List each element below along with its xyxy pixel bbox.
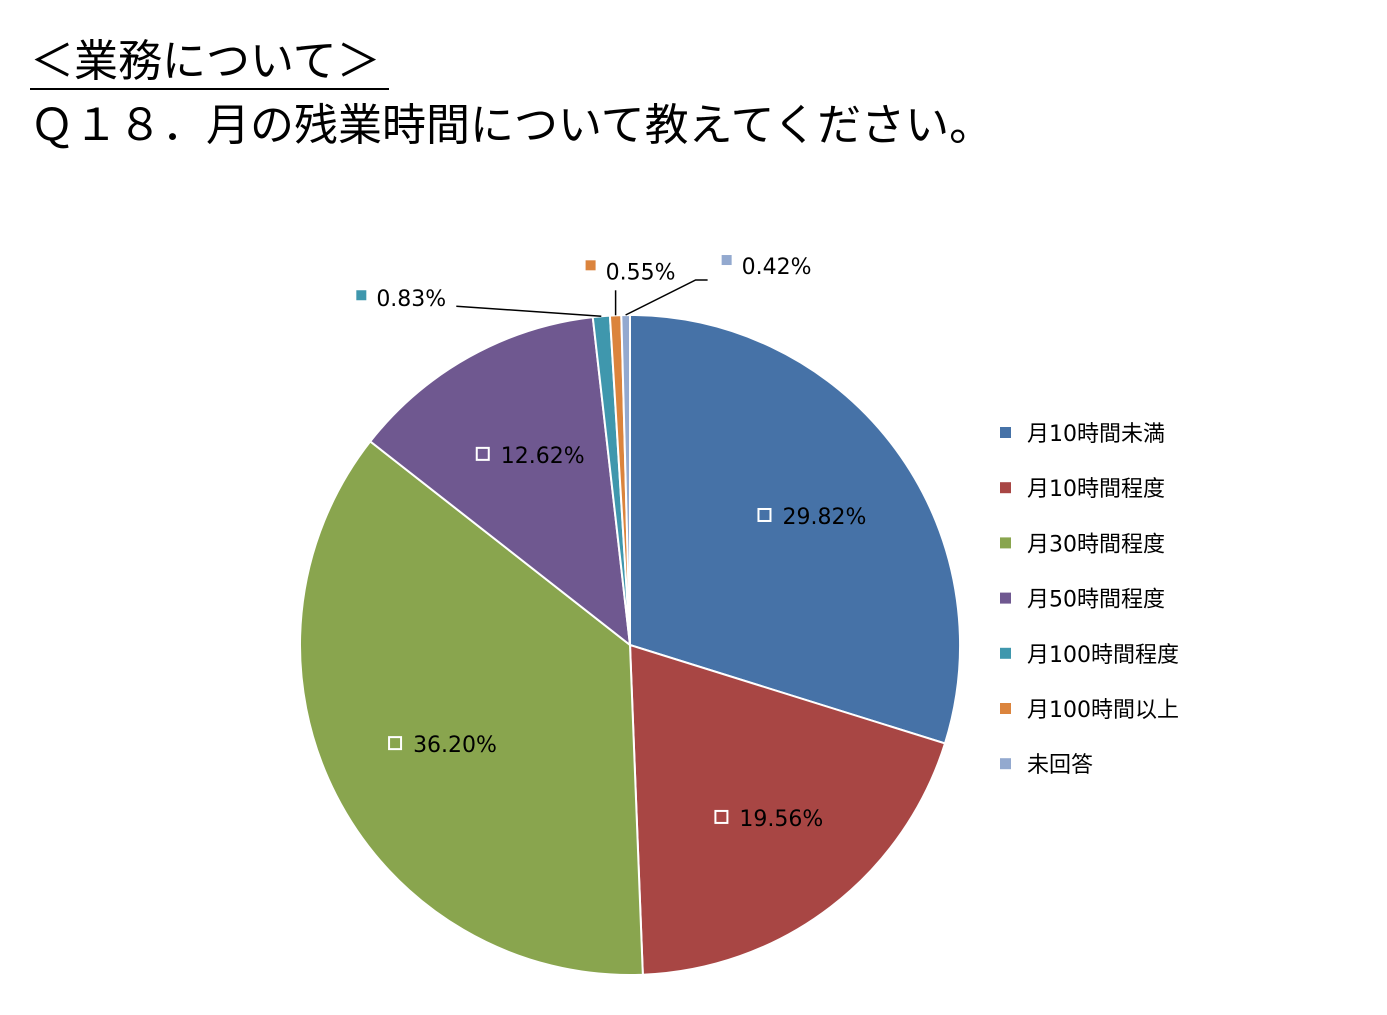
legend-swatch-2: [1000, 482, 1011, 494]
legend-label-2: 月10時間程度: [1027, 477, 1165, 502]
legend: 月10時間未満月10時間程度月30時間程度月50時間程度月100時間程度月100…: [1000, 422, 1179, 778]
data-label-2: 19.56%: [739, 807, 823, 832]
pie-slice-3: [299, 440, 644, 976]
legend-swatch-5: [1000, 647, 1011, 659]
legend-label-6: 月100時間以上: [1027, 698, 1179, 723]
pie-slice-4: [368, 316, 632, 648]
legend-label-4: 月50時間程度: [1027, 588, 1165, 613]
data-label-6: 0.55%: [606, 260, 676, 285]
legend-swatch-4: [1000, 592, 1011, 604]
leader-line-5: [456, 305, 602, 317]
data-label-1: 29.82%: [782, 505, 866, 530]
legend-label-3: 月30時間程度: [1027, 532, 1165, 557]
data-label-marker-1: [757, 507, 772, 522]
question-title: Ｑ１８．月の残業時間について教えてください。: [30, 100, 994, 151]
pie-slice-2: [628, 643, 947, 976]
legend-swatch-3: [1000, 537, 1011, 549]
pie-slice-1: [629, 313, 961, 745]
data-label-marker-5: [356, 290, 367, 301]
data-label-7: 0.42%: [742, 255, 812, 280]
data-label-marker-6: [585, 260, 596, 271]
section-heading: ＜業務について＞: [30, 36, 389, 90]
data-label-marker-4: [475, 446, 490, 461]
pie-slices: [299, 313, 961, 976]
leader-line-7: [625, 279, 708, 316]
legend-swatch-7: [1000, 758, 1011, 770]
data-label-marker-3: [388, 736, 403, 751]
legend-swatch-6: [1000, 703, 1011, 714]
legend-label-5: 月100時間程度: [1027, 643, 1179, 668]
data-label-5: 0.83%: [376, 287, 446, 312]
legend-swatch-1: [1000, 427, 1011, 438]
data-label-3: 36.20%: [413, 733, 497, 758]
data-label-marker-7: [721, 255, 732, 266]
leader-lines: [456, 279, 708, 317]
data-label-4: 12.62%: [501, 444, 585, 469]
data-labels: 29.82% 19.56% 36.20% 12.62% 0.83% 0.55% 0.42%: [356, 255, 866, 832]
data-label-marker-2: [714, 809, 729, 824]
legend-label-1: 月10時間未満: [1027, 422, 1165, 447]
legend-label-7: 未回答: [1027, 753, 1093, 778]
